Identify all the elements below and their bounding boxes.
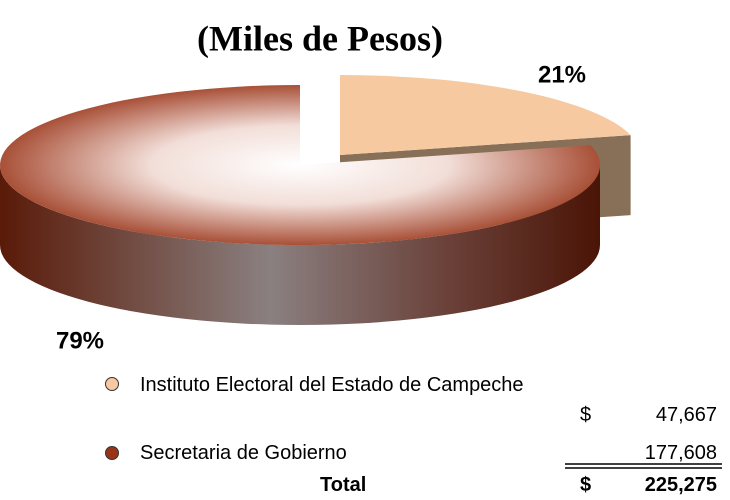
chart-title: (Miles de Pesos) xyxy=(197,18,443,58)
legend-label: Instituto Electoral del Estado de Campec… xyxy=(140,374,524,396)
currency: $ xyxy=(580,474,592,496)
currency: $ xyxy=(580,404,592,426)
amount: 47,667 xyxy=(655,404,717,426)
data-label: 21% xyxy=(538,61,586,88)
total: 225,275 xyxy=(644,474,717,496)
legend-marker xyxy=(105,446,119,460)
total-label: Total xyxy=(320,474,367,496)
legend-label: Secretaria de Gobierno xyxy=(140,442,347,464)
data-label: 79% xyxy=(56,327,104,354)
pie-slice-side xyxy=(0,165,600,325)
pie-slice xyxy=(340,75,631,155)
legend-marker xyxy=(105,377,119,391)
amount: 177,608 xyxy=(644,442,717,464)
pie-slice xyxy=(0,85,601,245)
